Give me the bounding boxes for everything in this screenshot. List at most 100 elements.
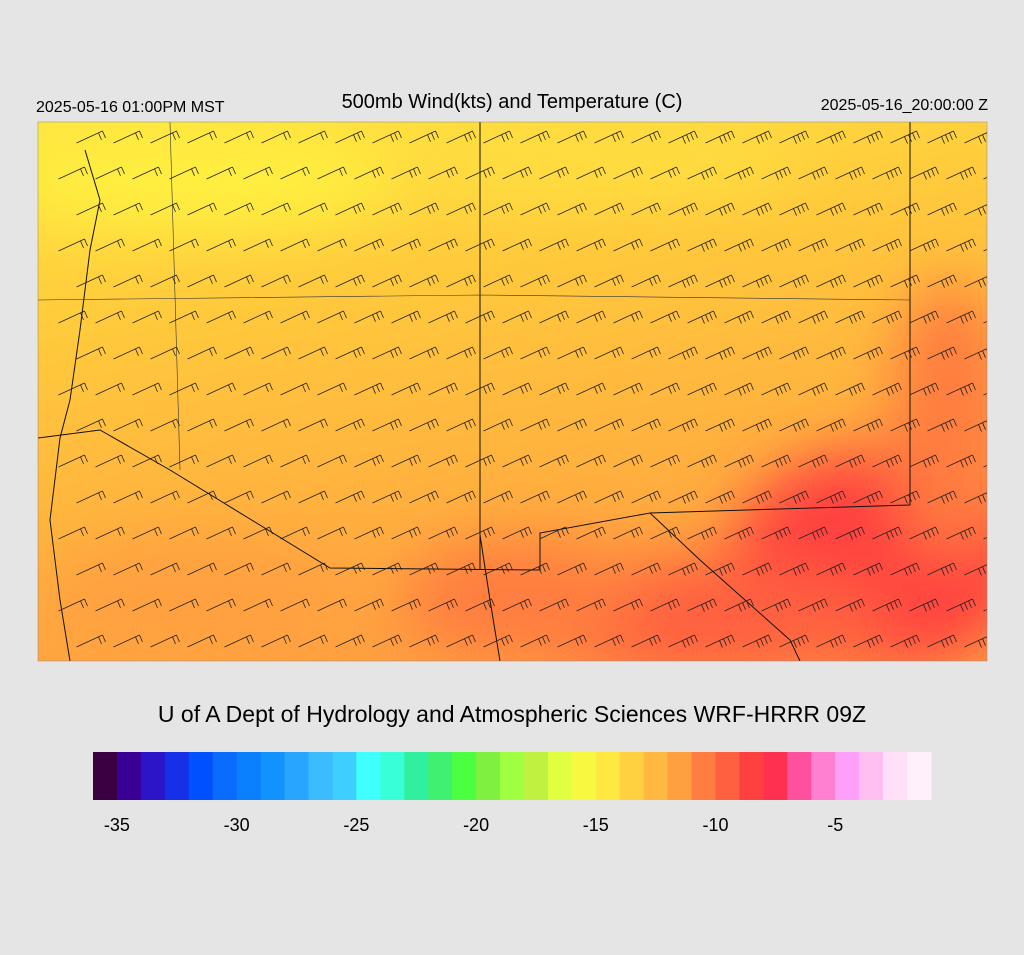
wind-barb xyxy=(909,382,939,396)
wind-barb xyxy=(964,492,987,504)
wind-barb xyxy=(317,310,347,324)
wind-barb xyxy=(557,490,587,504)
wind-barb xyxy=(243,598,273,612)
wind-barb xyxy=(243,382,273,396)
wind-barb xyxy=(946,454,976,468)
wind-barb xyxy=(927,274,957,288)
wind-barb xyxy=(557,274,587,288)
wind-barb xyxy=(816,202,846,216)
wind-barb xyxy=(853,274,883,288)
wind-barb xyxy=(187,634,217,648)
wind-barb xyxy=(95,382,125,396)
wind-barb xyxy=(798,598,828,612)
wind-barb xyxy=(335,274,365,288)
wind-barb xyxy=(705,202,735,216)
wind-barb xyxy=(280,382,310,396)
wind-barb xyxy=(927,418,957,432)
wind-barb xyxy=(853,634,883,648)
colorbar-tick-label: -10 xyxy=(703,815,729,835)
wind-barb xyxy=(853,562,883,576)
wind-barb xyxy=(150,202,180,216)
wind-barb xyxy=(335,562,365,576)
wind-barb xyxy=(372,202,402,216)
colorbar-swatch xyxy=(811,752,836,800)
wind-barb xyxy=(428,454,458,468)
wind-barb xyxy=(687,526,717,540)
wind-barb xyxy=(261,418,291,432)
wind-barb xyxy=(465,382,495,396)
wind-barb xyxy=(816,346,846,360)
wind-barb xyxy=(539,310,569,324)
colorbar-swatch xyxy=(500,752,525,800)
wind-barb xyxy=(779,562,809,576)
wind-barb xyxy=(391,526,421,540)
wind-barb xyxy=(909,310,939,324)
wind-barb xyxy=(224,130,254,144)
wind-barb xyxy=(779,274,809,288)
wind-barb xyxy=(58,526,88,540)
wind-barb xyxy=(243,526,273,540)
wind-barb xyxy=(113,130,143,144)
wind-barb xyxy=(409,130,439,144)
wind-barb xyxy=(206,454,236,468)
wind-barb xyxy=(798,454,828,468)
wind-barb xyxy=(354,238,384,252)
colorbar-tick-label: -20 xyxy=(463,815,489,835)
wind-barb xyxy=(169,310,199,324)
wind-barb xyxy=(946,310,976,324)
wind-barb xyxy=(835,454,865,468)
wind-barb xyxy=(539,598,569,612)
wind-barb xyxy=(58,598,88,612)
colorbar-swatch xyxy=(763,752,788,800)
wind-barb xyxy=(520,562,550,576)
wind-barb xyxy=(372,634,402,648)
wind-barb xyxy=(502,598,532,612)
wind-barb xyxy=(483,490,513,504)
wind-barb xyxy=(909,238,939,252)
wind-barb xyxy=(150,634,180,648)
wind-barb xyxy=(668,490,698,504)
wind-barb xyxy=(761,526,791,540)
colorbar-swatch xyxy=(404,752,429,800)
wind-barb xyxy=(576,382,606,396)
wind-barb xyxy=(539,166,569,180)
wind-barb xyxy=(261,346,291,360)
wind-barb xyxy=(58,166,88,180)
wind-barb xyxy=(742,490,772,504)
colorbar-swatch xyxy=(93,752,118,800)
wind-barb xyxy=(132,382,162,396)
wind-barb xyxy=(576,238,606,252)
wind-barb xyxy=(354,310,384,324)
wind-barb xyxy=(150,562,180,576)
colorbar-swatch xyxy=(116,752,142,800)
wind-barb xyxy=(631,274,661,288)
wind-barb xyxy=(946,166,976,180)
wind-barb xyxy=(446,490,476,504)
wind-barb xyxy=(687,238,717,252)
wind-barb xyxy=(169,238,199,252)
colorbar-swatch xyxy=(523,752,549,800)
wind-barb xyxy=(280,310,310,324)
wind-barb xyxy=(705,418,735,432)
wind-barb xyxy=(964,204,987,216)
wind-barb xyxy=(409,418,439,432)
wind-barb xyxy=(206,382,236,396)
wind-barb xyxy=(779,346,809,360)
wind-barb xyxy=(890,562,920,576)
wind-barb xyxy=(428,166,458,180)
colorbar-swatch xyxy=(356,752,381,800)
wind-barb xyxy=(465,526,495,540)
wind-barb xyxy=(779,634,809,648)
wind-barb xyxy=(354,526,384,540)
wind-barb xyxy=(761,598,791,612)
colorbar-tick-label: -30 xyxy=(224,815,250,835)
wind-barb xyxy=(206,598,236,612)
wind-barb xyxy=(724,526,754,540)
wind-barb xyxy=(280,526,310,540)
wind-barb xyxy=(724,166,754,180)
colorbar-swatch xyxy=(859,752,884,800)
wind-barb xyxy=(298,130,328,144)
wind-barb xyxy=(76,490,106,504)
wind-barb xyxy=(113,418,143,432)
